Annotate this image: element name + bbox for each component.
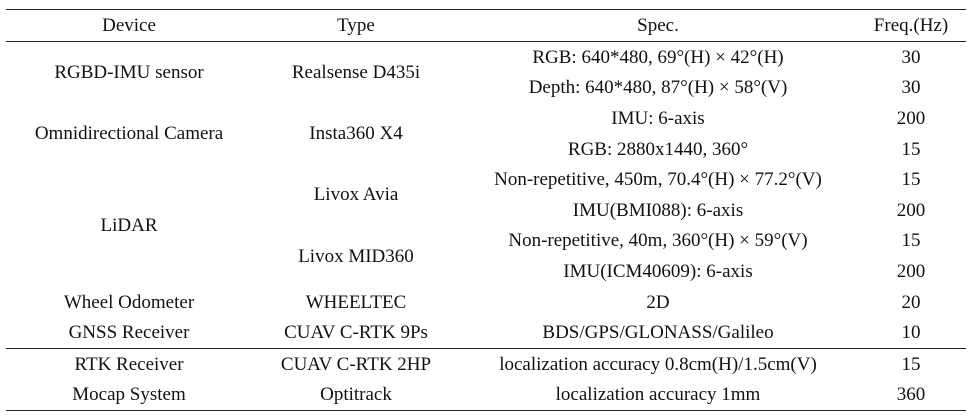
table-row: IMU(BMI088): 6-axis 200 (6, 195, 966, 226)
table-row: RGBD-IMU sensor Realsense D435i RGB: 640… (6, 42, 966, 82)
type-cell: CUAV C-RTK 9Ps (284, 322, 428, 344)
table-row: RGB: 2880x1440, 360° 15 (6, 134, 966, 165)
header-freq: Freq.(Hz) (873, 15, 949, 36)
sensor-spec-table: Device Type Spec. Freq.(Hz) RGBD-IMU sen… (6, 9, 966, 411)
freq-cell: 200 (896, 107, 926, 129)
spec-cell: localization accuracy 0.8cm(H)/1.5cm(V) (499, 353, 817, 375)
device-cell: LiDAR (100, 215, 158, 237)
type-cell: Livox Avia (313, 184, 399, 206)
spec-cell: Depth: 640*480, 87°(H) × 58°(V) (528, 77, 788, 99)
freq-cell: 15 (901, 138, 921, 160)
header-type: Type (337, 15, 375, 36)
type-cell: Insta360 X4 (309, 123, 403, 145)
freq-cell: 200 (896, 199, 926, 221)
spec-cell: BDS/GPS/GLONASS/Galileo (542, 322, 774, 344)
freq-cell: 15 (901, 169, 921, 191)
device-cell: Mocap System (72, 384, 186, 406)
spec-cell: Non-repetitive, 40m, 360°(H) × 59°(V) (508, 230, 808, 252)
spec-cell: localization accuracy 1mm (555, 384, 761, 406)
type-cell: Optitrack (320, 384, 392, 406)
freq-cell: 20 (901, 291, 921, 313)
freq-cell: 15 (901, 353, 921, 375)
device-cell: RGBD-IMU sensor (54, 62, 204, 84)
spec-cell: IMU(BMI088): 6-axis (572, 199, 744, 221)
freq-cell: 30 (901, 46, 921, 68)
header-row: Device Type Spec. Freq.(Hz) (6, 9, 966, 42)
spec-cell: 2D (646, 291, 670, 313)
freq-cell: 200 (896, 260, 926, 282)
spec-cell: RGB: 2880x1440, 360° (567, 138, 749, 160)
freq-cell: 360 (896, 384, 926, 406)
spec-cell: RGB: 640*480, 69°(H) × 42°(H) (532, 46, 784, 68)
type-cell: Livox MID360 (298, 245, 414, 267)
type-cell: WHEELTEC (305, 291, 407, 313)
header-spec: Spec. (637, 15, 679, 36)
device-cell: Wheel Odometer (63, 291, 195, 313)
table-row: Omnidirectional Camera Insta360 X4 IMU: … (6, 103, 966, 143)
table-row: GNSS Receiver CUAV C-RTK 9Ps BDS/GPS/GLO… (6, 317, 966, 348)
header-device: Device (102, 15, 156, 36)
spec-cell: IMU(ICM40609): 6-axis (563, 260, 753, 282)
device-cell: RTK Receiver (74, 353, 184, 375)
spec-cell: Non-repetitive, 450m, 70.4°(H) × 77.2°(V… (494, 169, 822, 191)
freq-cell: 15 (901, 230, 921, 252)
table-row: RTK Receiver CUAV C-RTK 2HP localization… (6, 348, 966, 379)
device-cell: Omnidirectional Camera (34, 123, 224, 145)
spec-cell: IMU: 6-axis (611, 107, 705, 129)
freq-cell: 30 (901, 77, 921, 99)
device-cell: GNSS Receiver (68, 322, 190, 344)
type-cell: Realsense D435i (291, 62, 421, 84)
table-row: Depth: 640*480, 87°(H) × 58°(V) 30 (6, 73, 966, 104)
table-row: Mocap System Optitrack localization accu… (6, 380, 966, 411)
table-row: Livox MID360 Non-repetitive, 40m, 360°(H… (6, 226, 966, 265)
table-row: IMU(ICM40609): 6-axis 200 (6, 256, 966, 287)
type-cell: CUAV C-RTK 2HP (280, 353, 432, 375)
freq-cell: 10 (901, 322, 921, 344)
table-row: LiDAR Livox Avia Non-repetitive, 450m, 7… (6, 164, 966, 235)
table-row: Wheel Odometer WHEELTEC 2D 20 (6, 287, 966, 318)
